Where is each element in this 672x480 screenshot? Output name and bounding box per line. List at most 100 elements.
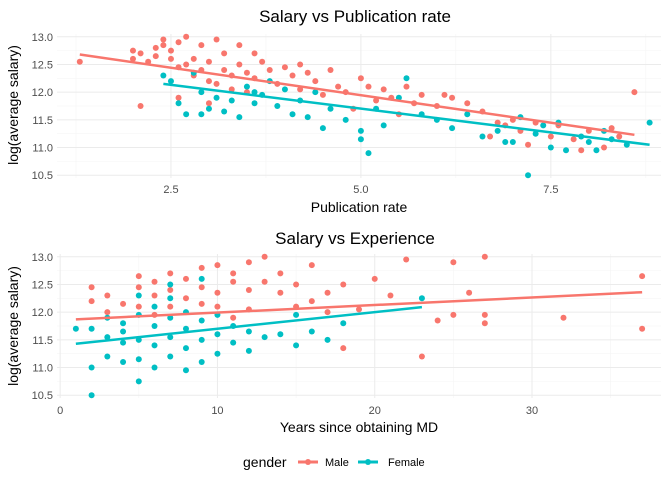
point-female (281, 86, 288, 93)
point-female (261, 334, 268, 341)
point-male (236, 61, 243, 68)
point-female (213, 94, 220, 101)
y-tick-label: 12.5 (32, 279, 53, 291)
point-male (104, 292, 111, 299)
point-female (135, 356, 142, 363)
trend-lines (79, 53, 650, 147)
x-tick-label: 7.5 (543, 184, 558, 196)
point-female (182, 367, 189, 374)
point-female (120, 320, 127, 327)
point-female (251, 100, 258, 107)
point-male (308, 262, 315, 269)
point-female (395, 94, 402, 101)
point-male (205, 78, 212, 85)
x-axis-label: Publication rate (311, 199, 408, 215)
point-male (327, 67, 334, 73)
point-male (236, 42, 243, 49)
point-male (304, 69, 311, 76)
point-male (340, 281, 347, 288)
point-male (182, 295, 189, 302)
point-female (104, 334, 111, 341)
point-male (259, 58, 266, 65)
point-female (198, 89, 205, 96)
point-female (540, 122, 547, 129)
point-female (228, 97, 235, 104)
point-female (403, 75, 410, 82)
point-female (293, 342, 300, 349)
point-female (509, 139, 516, 145)
y-tick-label: 10.5 (32, 390, 53, 402)
point-female (167, 281, 174, 288)
point-male (245, 259, 252, 266)
point-male (403, 256, 410, 263)
point-male (297, 86, 304, 93)
x-tick-label: 2.5 (163, 184, 178, 196)
point-male (214, 262, 221, 269)
point-male (466, 289, 473, 296)
point-female (502, 139, 509, 145)
point-male (487, 133, 494, 140)
point-male (261, 253, 268, 260)
point-female (449, 125, 456, 132)
point-male (608, 125, 615, 132)
point-male (289, 72, 296, 79)
point-male (198, 42, 205, 49)
point-male (324, 309, 331, 316)
legend-key-female: Female (358, 457, 425, 469)
point-male (441, 91, 448, 98)
point-male (167, 55, 174, 62)
point-female (151, 364, 158, 371)
point-female (243, 83, 250, 90)
point-female (312, 89, 319, 96)
point-male (281, 64, 288, 71)
point-male (631, 89, 638, 96)
point-female (479, 133, 486, 140)
point-male (293, 281, 300, 288)
point-male (129, 55, 136, 62)
point-male (198, 264, 205, 271)
point-female (167, 314, 174, 321)
point-male (312, 78, 319, 85)
point-female (183, 111, 190, 118)
point-male (183, 33, 190, 40)
point-female (120, 359, 127, 365)
point-male (228, 86, 235, 93)
y-tick-labels: 10.5 11.0 11.5 12.0 12.5 13.0 (32, 32, 53, 182)
point-female (646, 119, 653, 126)
point-male (547, 133, 554, 140)
point-male (481, 311, 488, 318)
point-female (198, 275, 205, 282)
point-male (616, 133, 623, 140)
point-female (175, 100, 182, 107)
y-tick-labels: 10.5 11.0 11.5 12.0 12.5 13.0 (32, 252, 53, 402)
x-tick-label: 0 (57, 405, 63, 417)
point-male (639, 325, 646, 332)
point-male (214, 289, 221, 296)
point-male (308, 298, 315, 305)
point-male (449, 94, 456, 101)
point-female (585, 139, 592, 145)
point-male (450, 259, 457, 266)
point-female (357, 127, 364, 134)
point-female (88, 392, 95, 399)
legend: gender Male Female (243, 454, 425, 470)
point-male (266, 67, 273, 73)
point-male (434, 317, 441, 324)
point-male (152, 53, 159, 60)
point-male (578, 147, 585, 154)
point-female (120, 339, 127, 346)
point-female (274, 103, 281, 109)
point-male (214, 303, 221, 310)
point-female (319, 125, 326, 132)
point-male (319, 91, 326, 98)
point-female (104, 353, 111, 360)
point-male (525, 141, 532, 148)
point-male (324, 289, 331, 296)
point-male (175, 39, 182, 46)
point-male (183, 61, 190, 68)
point-female (525, 172, 532, 179)
point-female (494, 127, 501, 134)
trend-line-male (79, 53, 635, 137)
point-male (160, 42, 167, 49)
